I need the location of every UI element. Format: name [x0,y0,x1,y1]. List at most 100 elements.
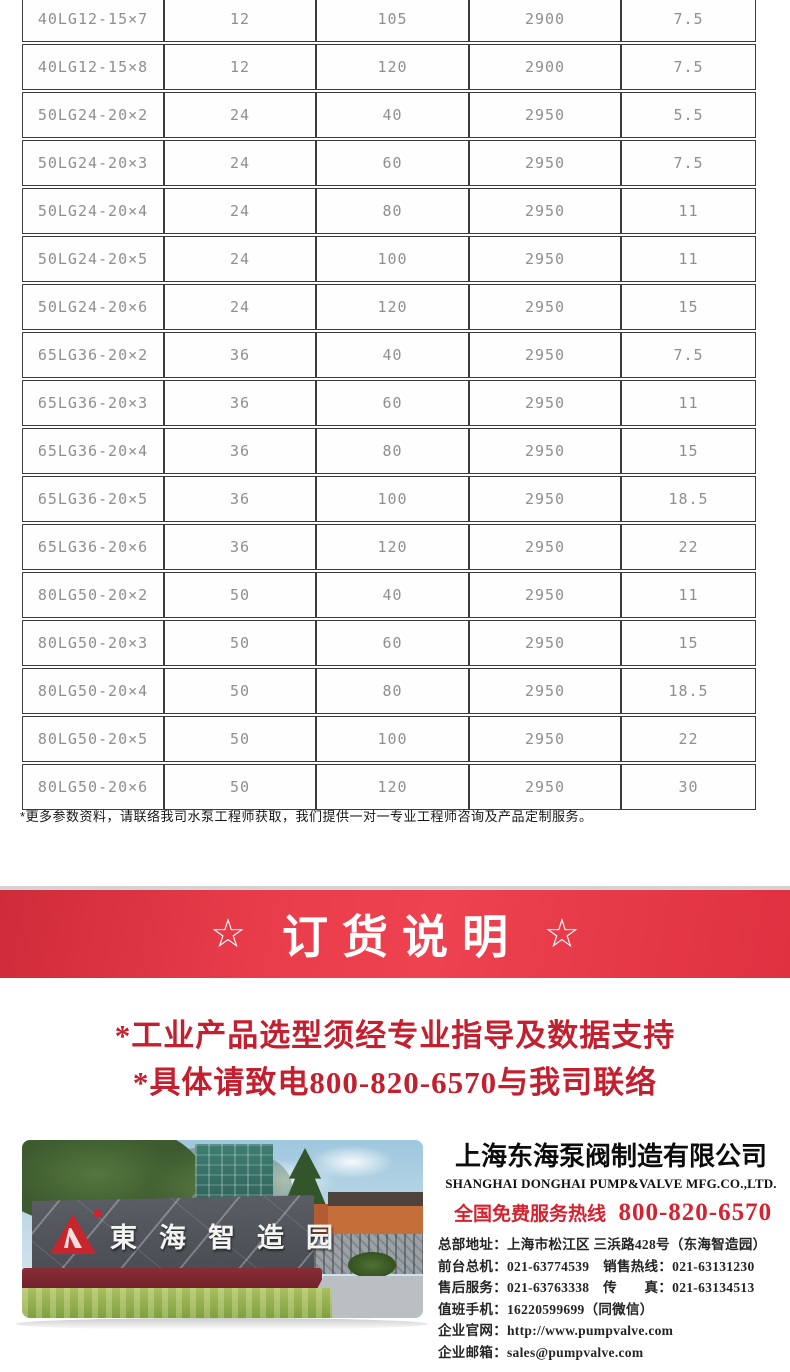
cell-power: 7.5 [621,44,756,90]
cell-speed: 2950 [469,764,621,810]
cell-power: 7.5 [621,140,756,186]
cell-flow: 12 [164,0,316,42]
cell-model: 50LG24-20×4 [22,188,164,234]
table-row: 80LG50-20×2 50 40 2950 11 [22,572,756,618]
factory-entrance-photo: 東海智造园 [22,1140,423,1318]
cell-model: 65LG36-20×4 [22,428,164,474]
cell-model: 65LG36-20×2 [22,332,164,378]
table-row: 65LG36-20×2 36 40 2950 7.5 [22,332,756,378]
table-row: 50LG24-20×2 24 40 2950 5.5 [22,92,756,138]
contact-line: 企业邮箱：sales@pumpvalve.com [438,1344,644,1360]
spec-table-section: 40LG12-15×7 12 105 2900 7.5 40LG12-15×8 12 120 2… [22,0,756,812]
order-instructions-banner: ☆ 订货说明 ☆ [0,890,790,978]
cell-head: 80 [316,428,469,474]
cell-head: 40 [316,92,469,138]
contact-line: 值班手机：16220599699（同微信） [438,1301,654,1317]
more-params-note: *更多参数资料，请联络我司水泵工程师获取，我们提供一对一专业工程师咨询及产品定制… [20,809,593,824]
cell-flow: 24 [164,284,316,330]
table-row: 65LG36-20×3 36 60 2950 11 [22,380,756,426]
cell-flow: 24 [164,188,316,234]
cell-speed: 2950 [469,620,621,666]
table-row: 50LG24-20×6 24 120 2950 15 [22,284,756,330]
table-row: 50LG24-20×3 24 60 2950 7.5 [22,140,756,186]
cell-model: 40LG12-15×8 [22,44,164,90]
cell-power: 11 [621,380,756,426]
table-row: 65LG36-20×6 36 120 2950 22 [22,524,756,570]
cell-speed: 2950 [469,332,621,378]
company-name-cn: 上海东海泵阀制造有限公司 [454,1141,767,1171]
table-row: 40LG12-15×8 12 120 2900 7.5 [22,44,756,90]
cell-flow: 12 [164,44,316,90]
cell-speed: 2950 [469,668,621,714]
contact-line: 前台总机：021-63774539 销售热线：021-63131230 [438,1258,755,1274]
cell-model: 80LG50-20×4 [22,668,164,714]
slogan-line-1: *工业产品选型须经专业指导及数据支持 [114,1018,676,1053]
cell-model: 65LG36-20×6 [22,524,164,570]
cell-head: 80 [316,668,469,714]
company-name-en: SHANGHAI DONGHAI PUMP&VALVE MFG.CO.,LTD. [445,1176,777,1191]
cell-flow: 50 [164,764,316,810]
cell-head: 120 [316,284,469,330]
cell-model: 50LG24-20×2 [22,92,164,138]
photo-shadow [16,1318,428,1330]
sign-text: 東海智造园 [110,1223,355,1253]
cell-flow: 36 [164,428,316,474]
cell-power: 15 [621,284,756,330]
cell-head: 105 [316,0,469,42]
table-row: 80LG50-20×6 50 120 2950 30 [22,764,756,810]
slogan-block: *工业产品选型须经专业指导及数据支持 *具体请致电800-820-6570与我司… [0,1012,790,1106]
cell-flow: 24 [164,140,316,186]
table-row: 40LG12-15×7 12 105 2900 7.5 [22,0,756,42]
table-row: 65LG36-20×4 36 80 2950 15 [22,428,756,474]
cell-model: 80LG50-20×2 [22,572,164,618]
cell-head: 100 [316,236,469,282]
hotline-label: 全国免费服务热线 [454,1204,607,1225]
cell-model: 50LG24-20×5 [22,236,164,282]
cell-speed: 2900 [469,44,621,90]
table-row: 80LG50-20×4 50 80 2950 18.5 [22,668,756,714]
cell-head: 120 [316,764,469,810]
cell-flow: 36 [164,476,316,522]
cell-flow: 50 [164,668,316,714]
contact-line: 企业官网：http://www.pumpvalve.com [438,1323,674,1338]
cell-power: 11 [621,236,756,282]
cell-flow: 36 [164,380,316,426]
cell-power: 7.5 [621,332,756,378]
cell-flow: 36 [164,524,316,570]
cell-power: 18.5 [621,476,756,522]
cell-power: 7.5 [621,0,756,42]
cell-flow: 50 [164,572,316,618]
contact-line: 售后服务：021-63763338 传 真：021-63134513 [438,1280,755,1295]
cell-speed: 2950 [469,188,621,234]
cell-flow: 36 [164,332,316,378]
table-row: 50LG24-20×5 24 100 2950 11 [22,236,756,282]
photo-lawn [22,1288,332,1318]
table-row: 65LG36-20×5 36 100 2950 18.5 [22,476,756,522]
cell-model: 50LG24-20×3 [22,140,164,186]
banner-top-divider [0,886,790,890]
cell-power: 18.5 [621,668,756,714]
cell-model: 80LG50-20×6 [22,764,164,810]
pump-spec-table: 40LG12-15×7 12 105 2900 7.5 40LG12-15×8 12 120 2… [22,0,756,812]
cell-speed: 2950 [469,572,621,618]
cell-head: 80 [316,188,469,234]
contact-lines: 总部地址：上海市松江区 三浜路428号（东海智造园） 前台总机：021-63774… [438,1234,784,1363]
cell-head: 120 [316,524,469,570]
cell-head: 60 [316,380,469,426]
cell-power: 15 [621,620,756,666]
cell-model: 80LG50-20×5 [22,716,164,762]
cell-head: 100 [316,476,469,522]
cell-flow: 50 [164,716,316,762]
service-hotline: 全国免费服务热线 800-820-6570 [438,1199,784,1227]
cell-speed: 2950 [469,716,621,762]
cell-flow: 24 [164,92,316,138]
star-icon: ☆ [544,912,580,956]
cell-flow: 50 [164,620,316,666]
cell-head: 100 [316,716,469,762]
cell-speed: 2950 [469,92,621,138]
cell-head: 40 [316,572,469,618]
cell-speed: 2950 [469,140,621,186]
hotline-number: 800-820-6570 [618,1199,773,1226]
table-row: 80LG50-20×5 50 100 2950 22 [22,716,756,762]
cell-model: 40LG12-15×7 [22,0,164,42]
